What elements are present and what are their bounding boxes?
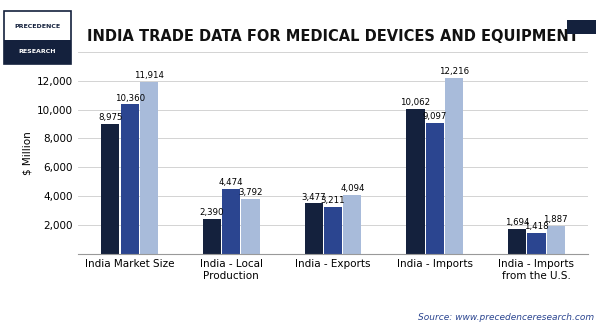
Text: PRECEDENCE: PRECEDENCE bbox=[14, 24, 61, 29]
Text: 3,792: 3,792 bbox=[238, 188, 263, 197]
Text: 3,211: 3,211 bbox=[320, 196, 346, 205]
Bar bbox=[222, 189, 241, 254]
Text: 12,216: 12,216 bbox=[439, 67, 469, 76]
Bar bbox=[121, 104, 139, 254]
Bar bbox=[343, 195, 361, 254]
Text: 9,097: 9,097 bbox=[422, 112, 447, 121]
Bar bbox=[324, 207, 342, 254]
Text: RESEARCH: RESEARCH bbox=[19, 49, 56, 54]
Text: 2,390: 2,390 bbox=[200, 208, 224, 217]
Bar bbox=[203, 219, 221, 254]
Text: 1,694: 1,694 bbox=[505, 218, 529, 227]
Bar bbox=[140, 82, 158, 254]
Bar bbox=[406, 109, 425, 254]
Y-axis label: $ Million: $ Million bbox=[23, 131, 33, 175]
Bar bbox=[445, 78, 463, 254]
Bar bbox=[547, 226, 565, 254]
Text: 4,474: 4,474 bbox=[219, 178, 244, 187]
Title: INDIA TRADE DATA FOR MEDICAL DEVICES AND EQUIPMENT: INDIA TRADE DATA FOR MEDICAL DEVICES AND… bbox=[87, 29, 579, 44]
Bar bbox=[101, 124, 119, 254]
Text: 8,975: 8,975 bbox=[98, 113, 122, 123]
Bar bbox=[425, 123, 444, 254]
Text: 10,360: 10,360 bbox=[115, 94, 145, 102]
FancyBboxPatch shape bbox=[4, 11, 71, 64]
Text: 3,477: 3,477 bbox=[301, 193, 326, 202]
Text: 10,062: 10,062 bbox=[400, 98, 430, 107]
Text: 4,094: 4,094 bbox=[340, 184, 365, 193]
FancyBboxPatch shape bbox=[4, 40, 71, 64]
Bar bbox=[527, 233, 545, 254]
Bar bbox=[305, 203, 323, 254]
Bar bbox=[508, 229, 526, 254]
Text: 1,887: 1,887 bbox=[544, 215, 568, 225]
Text: Source: www.precedenceresearch.com: Source: www.precedenceresearch.com bbox=[418, 313, 594, 322]
Text: 1,418: 1,418 bbox=[524, 222, 548, 231]
Bar bbox=[241, 199, 260, 254]
Text: 11,914: 11,914 bbox=[134, 71, 164, 80]
